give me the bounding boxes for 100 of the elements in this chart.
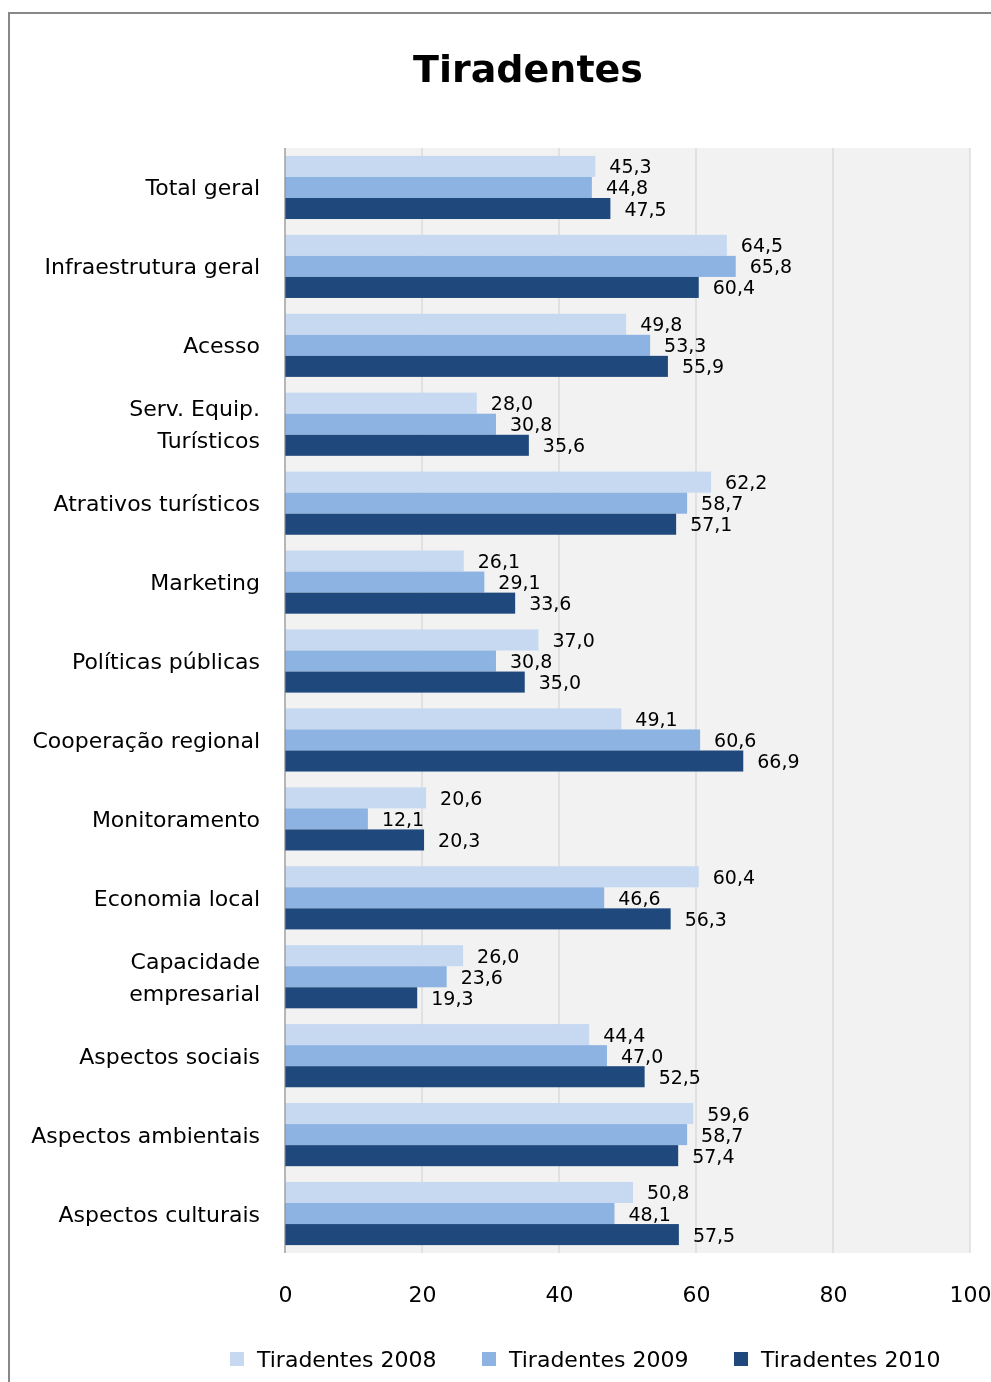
data-label: 37,0: [552, 628, 595, 651]
x-tick-label: 20: [408, 1281, 437, 1307]
data-label: 29,1: [498, 571, 541, 594]
bar: [285, 629, 539, 651]
bar: [285, 829, 425, 851]
data-label: 47,0: [620, 1044, 664, 1067]
y-tick-label: Infraestrutura geral: [44, 254, 260, 280]
data-label: 12,1: [381, 807, 425, 830]
bar: [285, 671, 525, 693]
data-label: 57,1: [690, 513, 733, 536]
x-tick-label: 0: [278, 1281, 293, 1307]
data-label: 66,9: [757, 750, 800, 773]
y-tick-label: Aspectos ambientais: [31, 1122, 260, 1148]
bar: [285, 434, 529, 456]
y-tick-label: Economia local: [93, 885, 260, 911]
bar: [285, 313, 627, 335]
data-label: 33,6: [529, 592, 572, 615]
y-tick-label: Monitoramento: [91, 806, 260, 832]
data-label: 46,6: [618, 886, 661, 909]
x-tick-label: 40: [545, 1281, 574, 1307]
data-label: 44,8: [605, 176, 649, 199]
data-label: 26,0: [477, 944, 520, 967]
bar: [285, 392, 477, 414]
data-label: 65,8: [749, 255, 793, 278]
bar: [285, 592, 516, 614]
y-tick-label: Cooperação regional: [32, 727, 260, 753]
bar: [285, 234, 727, 256]
x-tick-label: 80: [819, 1281, 848, 1307]
bar: [285, 471, 712, 493]
y-tick-label: Serv. Equip. Turísticos: [129, 396, 260, 454]
bar: [285, 550, 464, 572]
data-label: 44,4: [603, 1023, 646, 1046]
bar: [285, 945, 464, 967]
bar: [285, 987, 418, 1009]
bar: [285, 334, 651, 356]
data-label: 57,4: [692, 1144, 735, 1167]
data-label: 64,5: [740, 234, 784, 257]
data-label: 55,9: [681, 355, 725, 378]
bar: [285, 966, 447, 988]
x-tick-label: 60: [682, 1281, 711, 1307]
data-label: 30,8: [509, 650, 553, 673]
bar: [285, 1045, 607, 1067]
y-tick-label: Capacidade empresarial: [129, 948, 260, 1006]
data-label: 62,2: [725, 471, 768, 494]
bar: [285, 176, 592, 198]
data-label: 26,1: [477, 550, 521, 573]
data-label: 49,1: [635, 707, 678, 730]
bar: [285, 155, 596, 177]
bar: [285, 708, 622, 730]
bar: [285, 355, 668, 377]
bar: [285, 1124, 688, 1146]
data-label: 60,6: [714, 728, 757, 751]
data-label: 50,8: [646, 1181, 690, 1204]
data-label: 53,3: [664, 334, 707, 357]
legend-label: Tiradentes 2008: [256, 1347, 437, 1372]
y-tick-label: Acesso: [183, 333, 260, 359]
y-tick-label: Marketing: [150, 570, 260, 596]
data-label: 57,5: [692, 1223, 736, 1246]
x-tick-label: 100: [949, 1281, 991, 1307]
bar: [285, 413, 496, 435]
bar: [285, 492, 688, 514]
bar: [285, 1181, 633, 1204]
y-tick-label: Aspectos sociais: [79, 1043, 260, 1069]
y-tick-label: Atrativos turísticos: [53, 491, 260, 517]
data-label: 60,4: [712, 865, 756, 888]
data-label: 28,0: [490, 392, 534, 415]
bar: [285, 1103, 694, 1125]
bar: [285, 750, 744, 772]
y-tick-label: Total geral: [144, 175, 260, 201]
bar: [285, 255, 736, 277]
bar: [285, 908, 671, 930]
data-label: 20,3: [438, 828, 481, 851]
bar: [285, 787, 427, 809]
bar: [285, 276, 699, 298]
bar: [285, 1024, 590, 1046]
bar: [285, 1203, 615, 1225]
y-tick-label: Aspectos culturais: [58, 1201, 260, 1227]
data-label: 48,1: [628, 1202, 671, 1225]
data-label: 45,3: [609, 155, 652, 178]
data-label: 35,0: [538, 671, 582, 694]
bar: [285, 866, 699, 888]
y-tick-label: Políticas públicas: [71, 649, 260, 675]
data-label: 58,7: [701, 492, 744, 515]
data-label: 30,8: [509, 413, 553, 436]
data-label: 47,5: [624, 197, 667, 220]
bar: [285, 650, 496, 672]
bar: [285, 1145, 679, 1167]
bar: [285, 808, 368, 830]
bar: [285, 197, 611, 220]
bar: [285, 887, 605, 909]
data-label: 20,6: [440, 786, 483, 809]
data-label: 23,6: [460, 965, 503, 988]
data-label: 60,4: [712, 276, 756, 299]
bar: [285, 571, 485, 593]
bar: [285, 1224, 679, 1246]
data-label: 59,6: [707, 1102, 750, 1125]
legend-label: Tiradentes 2010: [760, 1347, 941, 1372]
chart-title: Tiradentes: [413, 47, 643, 91]
data-label: 49,8: [640, 313, 683, 336]
legend-label: Tiradentes 2009: [508, 1347, 689, 1372]
